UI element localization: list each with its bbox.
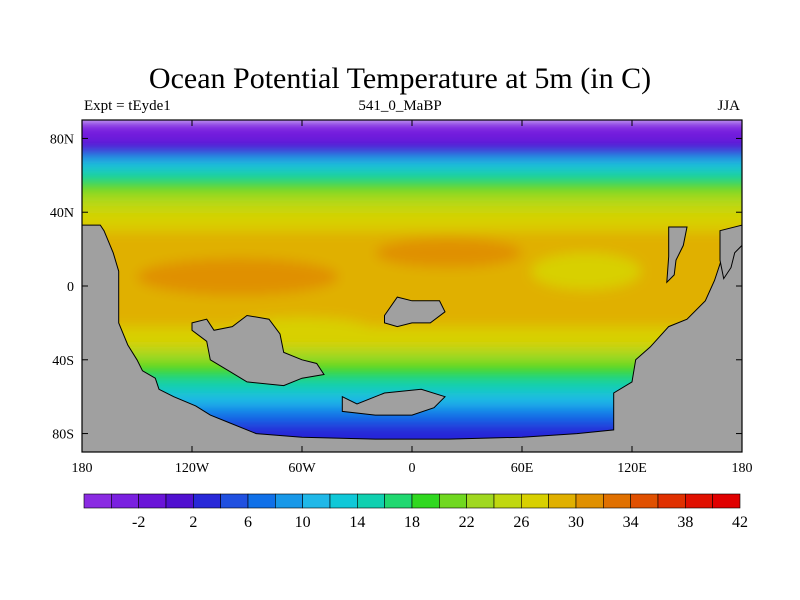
land-south-continent-inner xyxy=(191,314,325,387)
temperature-band-0 xyxy=(82,120,742,136)
y-tick-label: 80N xyxy=(50,132,74,147)
colorbar-label: -2 xyxy=(132,514,145,531)
colorbar-label: 10 xyxy=(295,514,311,531)
colorbar-swatch xyxy=(685,493,713,509)
land-mask xyxy=(82,224,742,452)
colorbar-swatch xyxy=(220,493,249,509)
temperature-band-2 xyxy=(82,145,742,158)
colorbar-swatch xyxy=(411,493,440,509)
colorbar-swatch xyxy=(603,493,631,509)
colorbar-swatch xyxy=(548,493,577,509)
colorbar-label: 38 xyxy=(677,514,693,531)
temperature-band-15 xyxy=(82,407,742,424)
warm-pool-0 xyxy=(137,258,339,296)
temperature-band-3 xyxy=(82,156,742,169)
land-east-island xyxy=(384,296,446,328)
y-tick-label: 0 xyxy=(67,280,74,295)
colorbar-swatch xyxy=(275,493,303,509)
colorbar-swatch xyxy=(384,493,413,509)
colorbar-swatch xyxy=(302,493,331,509)
colorbar-swatch xyxy=(712,493,741,509)
x-tick-label: 120W xyxy=(175,461,210,476)
colorbar-swatch xyxy=(165,493,194,509)
y-tick-label: 40S xyxy=(52,354,74,369)
colorbar-swatch xyxy=(630,493,659,509)
figure-title: Ocean Potential Temperature at 5m (in C) xyxy=(148,62,652,95)
land-south-island xyxy=(341,388,446,416)
colorbar-label: 6 xyxy=(244,514,252,531)
x-tick-label: 180 xyxy=(72,461,93,476)
colorbar-label: 22 xyxy=(459,514,475,531)
colorbar-swatch xyxy=(329,493,358,509)
time-label: 541_0_MaBP xyxy=(358,98,442,114)
warm-pool-2 xyxy=(531,252,642,290)
colorbar-label: 14 xyxy=(349,514,365,531)
temperature-band-5 xyxy=(82,179,742,192)
land-north-peninsula xyxy=(666,226,688,284)
temperature-band-8 xyxy=(82,212,742,232)
temperature-band-6 xyxy=(82,190,742,203)
warm-pool-1 xyxy=(375,238,522,268)
colorbar-label: 2 xyxy=(189,514,197,531)
colorbar-label: 42 xyxy=(732,514,748,531)
colorbar-swatch xyxy=(439,493,467,509)
land-east-coast xyxy=(719,224,742,280)
temperature-band-1 xyxy=(82,134,742,147)
x-tick-label: 120E xyxy=(617,461,647,476)
colorbar-label: 34 xyxy=(623,514,639,531)
colorbar-label: 18 xyxy=(404,514,420,531)
x-tick-label: 60E xyxy=(511,461,534,476)
land-west-continent xyxy=(82,224,742,452)
season-label: JJA xyxy=(717,98,740,114)
colorbar-swatch xyxy=(466,493,495,509)
colorbar-swatch xyxy=(111,493,139,509)
colorbar: -2 2 6 10 14 18 22 26 30 34 38 42 xyxy=(83,493,748,531)
experiment-label: Expt = tEyde1 xyxy=(84,98,171,114)
x-tick-label: 180 xyxy=(732,461,753,476)
y-tick-label: 80S xyxy=(52,428,74,443)
temperature-band-7 xyxy=(82,201,742,214)
colorbar-label: 30 xyxy=(568,514,584,531)
colorbar-swatch xyxy=(138,493,167,509)
colorbar-label: 26 xyxy=(513,514,529,531)
colorbar-swatch xyxy=(493,493,522,509)
colorbar-swatch xyxy=(575,493,604,509)
y-tick-label: 40N xyxy=(50,206,74,221)
colorbar-swatch xyxy=(521,493,549,509)
x-tick-label: 0 xyxy=(409,461,416,476)
x-tick-label: 60W xyxy=(288,461,316,476)
colorbar-swatch xyxy=(357,493,385,509)
colorbar-swatch xyxy=(83,493,112,509)
temperature-band-4 xyxy=(82,167,742,181)
colorbar-swatch xyxy=(247,493,276,509)
axes: 180 120W 60W 0 60E 120E 180 80N 40N 0 40S 80S xyxy=(50,120,753,476)
colorbar-swatch xyxy=(193,493,221,509)
colorbar-swatch xyxy=(657,493,686,509)
